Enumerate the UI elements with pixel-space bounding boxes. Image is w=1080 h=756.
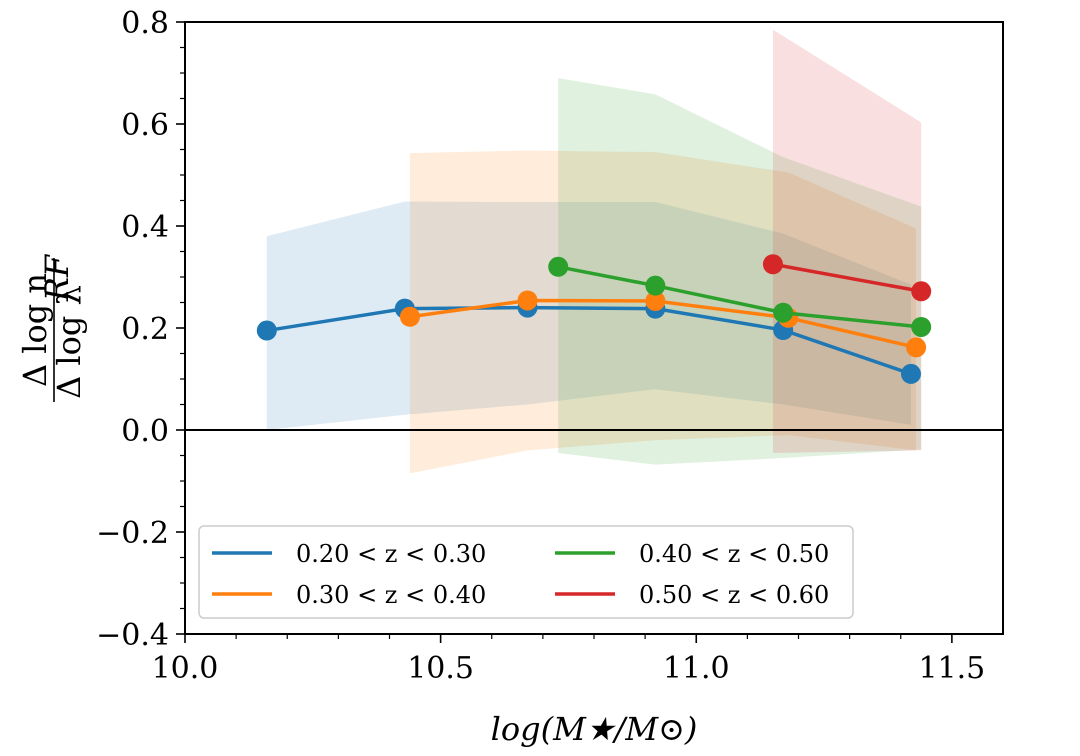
x-tick-label: 11.5	[918, 651, 985, 686]
y-axis-label-superscript: RF	[38, 253, 76, 302]
plot-frame	[184, 21, 1004, 635]
point-series-2-5	[906, 337, 927, 358]
confidence-bands	[266, 29, 922, 474]
x-tick-label: 11.0	[663, 651, 730, 686]
point-series-3-2	[645, 275, 666, 296]
y-tick-label: −0.2	[96, 516, 169, 551]
band-series-3	[558, 78, 922, 465]
point-series-1-1	[256, 320, 277, 341]
band-series-4	[772, 29, 922, 453]
legend-label-1: 0.20 < z < 0.30	[296, 540, 486, 568]
x-tick-label: 10.5	[407, 651, 474, 686]
legend-label-3: 0.40 < z < 0.50	[639, 540, 829, 568]
point-series-2-2	[517, 290, 538, 311]
line-series-3	[557, 265, 922, 329]
legend: 0.20 < z < 0.30 0.30 < z < 0.40 0.40 < z <…	[198, 525, 854, 619]
y-tick-label: 0.6	[121, 108, 169, 143]
y-tick-label: −0.4	[96, 618, 169, 653]
x-tick-label: 10.0	[152, 651, 219, 686]
point-series-4-1	[762, 254, 783, 275]
point-series-2-3	[645, 290, 666, 311]
y-tick-label: 0.8	[121, 6, 169, 41]
series-lines	[256, 254, 932, 384]
y-tick-label: 0.2	[121, 312, 169, 347]
band-series-1	[266, 201, 911, 430]
y-tick-label: 0.0	[121, 414, 169, 449]
y-axis-label-numerator: Δ log n	[16, 273, 54, 387]
tick-labels: 10.0 10.5 11.0 11.5 −0.4 −0.2 0.0 0.2 0.4 0.6 0.8	[96, 6, 985, 686]
legend-box	[198, 525, 854, 619]
point-series-4-2	[911, 281, 932, 302]
legend-label-4: 0.50 < z < 0.60	[639, 581, 829, 609]
point-series-1-6	[900, 363, 921, 384]
y-axis-label-denominator: Δ log λ	[50, 285, 88, 399]
line-series-4	[772, 262, 922, 294]
y-axis-label: Δ log n Δ log λ RF	[16, 253, 88, 402]
x-axis-label: log(M★/M⊙)	[491, 710, 698, 748]
line-series-1	[266, 305, 912, 376]
point-series-2-1	[399, 306, 420, 327]
y-tick-label: 0.4	[121, 210, 169, 245]
legend-label-2: 0.30 < z < 0.40	[296, 581, 486, 609]
point-series-3-1	[548, 256, 569, 277]
point-series-3-4	[911, 316, 932, 337]
point-series-3-3	[773, 302, 794, 323]
